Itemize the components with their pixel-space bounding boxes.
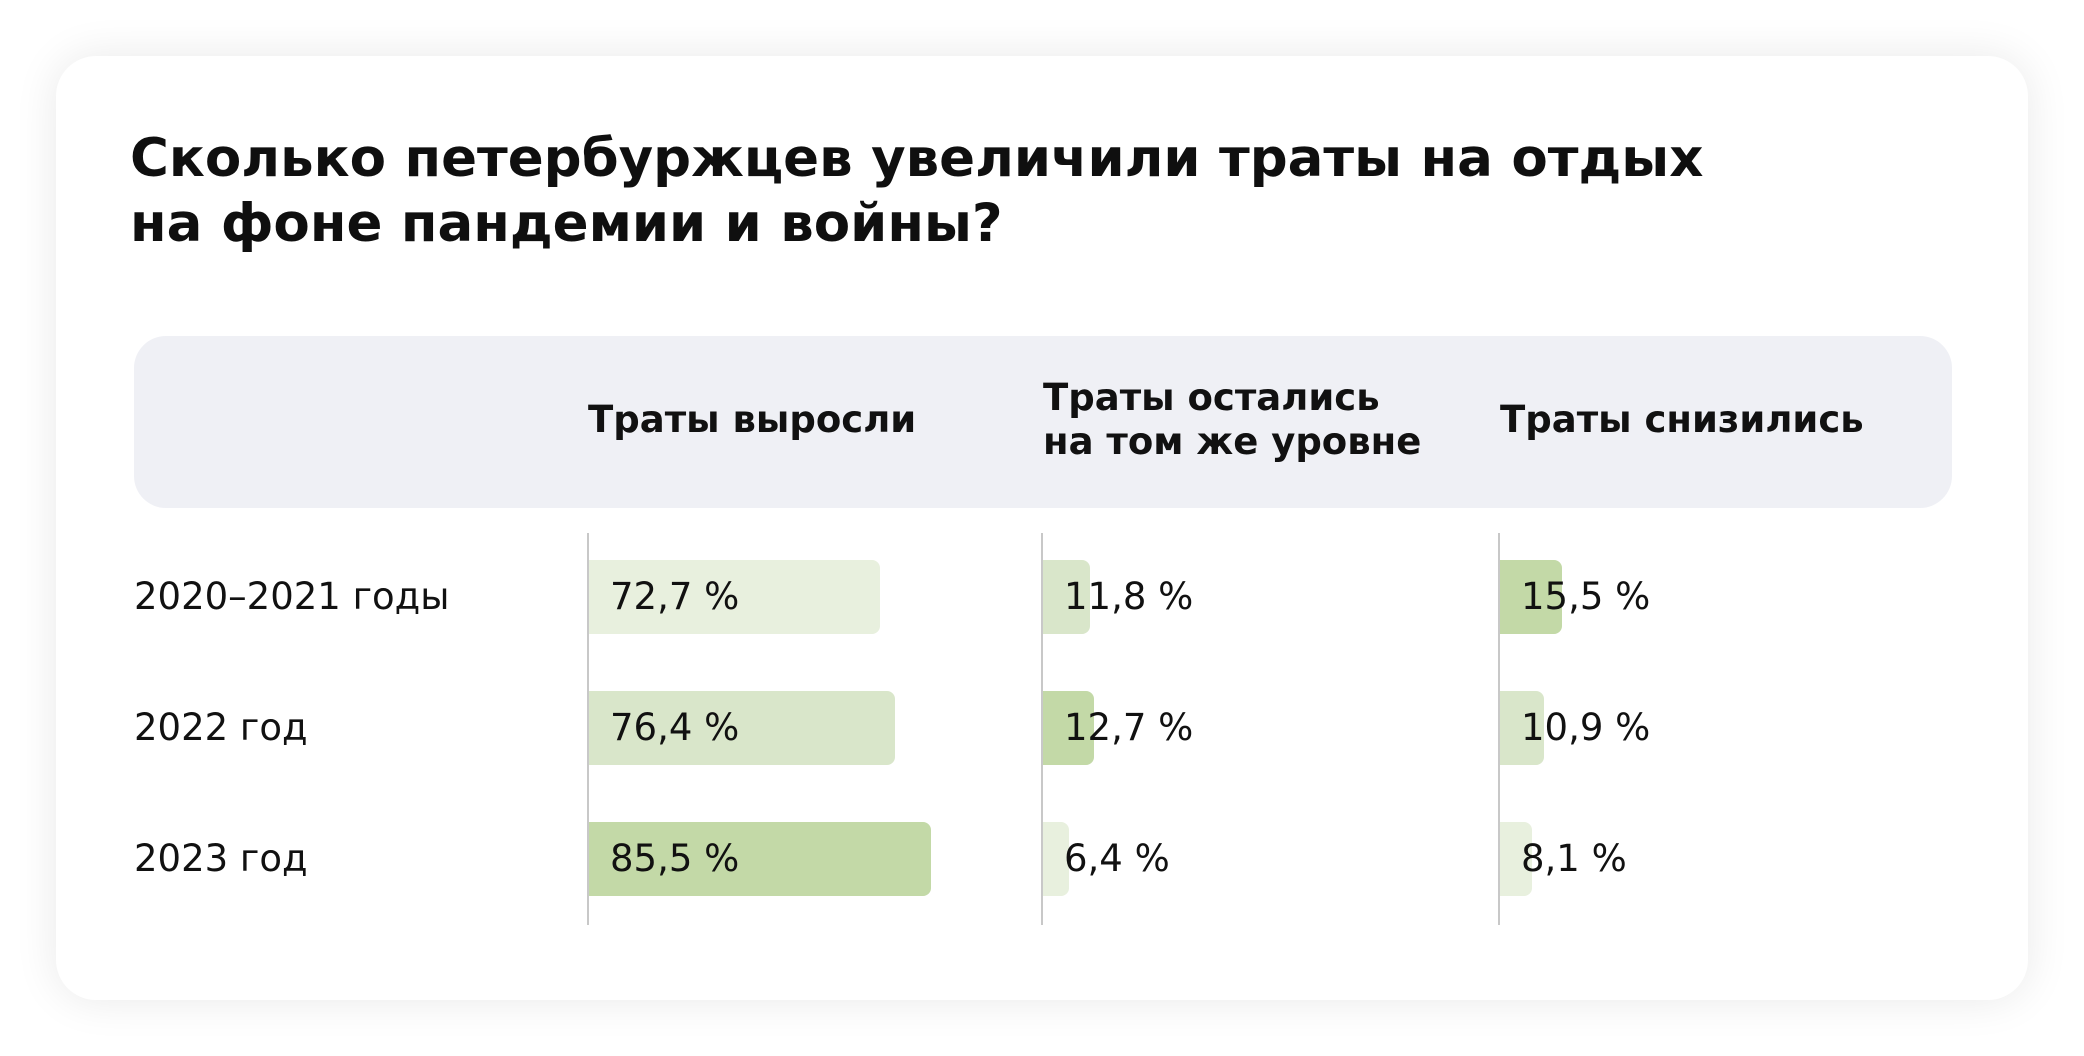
- bar-grew-2023: [589, 822, 931, 896]
- bar-same-2022: [1043, 691, 1094, 765]
- chart-title: Сколько петербуржцев увеличили траты на …: [130, 128, 1704, 254]
- column-axis-grew: [587, 533, 589, 925]
- bar-value-same-2022: 12,7 %: [1064, 706, 1194, 749]
- column-header-same: Траты остались на том же уровне: [1043, 376, 1422, 463]
- row-label-2020-2021: 2020–2021 годы: [134, 575, 450, 618]
- bar-value-grew-2020-2021: 72,7 %: [610, 575, 740, 618]
- bar-value-decreased-2023: 8,1 %: [1521, 837, 1627, 880]
- bar-same-2023: [1043, 822, 1069, 896]
- bar-decreased-2023: [1500, 822, 1532, 896]
- bar-value-same-2023: 6,4 %: [1064, 837, 1170, 880]
- bar-value-same-2020-2021: 11,8 %: [1064, 575, 1194, 618]
- column-axis-same: [1041, 533, 1043, 925]
- bar-decreased-2020-2021: [1500, 560, 1562, 634]
- column-axis-decreased: [1498, 533, 1500, 925]
- row-label-2023: 2023 год: [134, 837, 308, 880]
- bar-value-grew-2023: 85,5 %: [610, 837, 740, 880]
- column-header-grew: Траты выросли: [588, 398, 917, 441]
- column-header-decreased: Траты снизились: [1500, 398, 1864, 441]
- table-header: [134, 336, 1952, 508]
- bar-value-grew-2022: 76,4 %: [610, 706, 740, 749]
- row-label-2022: 2022 год: [134, 706, 308, 749]
- bar-value-decreased-2022: 10,9 %: [1521, 706, 1651, 749]
- bar-grew-2022: [589, 691, 895, 765]
- bar-decreased-2022: [1500, 691, 1544, 765]
- bar-same-2020-2021: [1043, 560, 1090, 634]
- bar-grew-2020-2021: [589, 560, 880, 634]
- bar-value-decreased-2020-2021: 15,5 %: [1521, 575, 1651, 618]
